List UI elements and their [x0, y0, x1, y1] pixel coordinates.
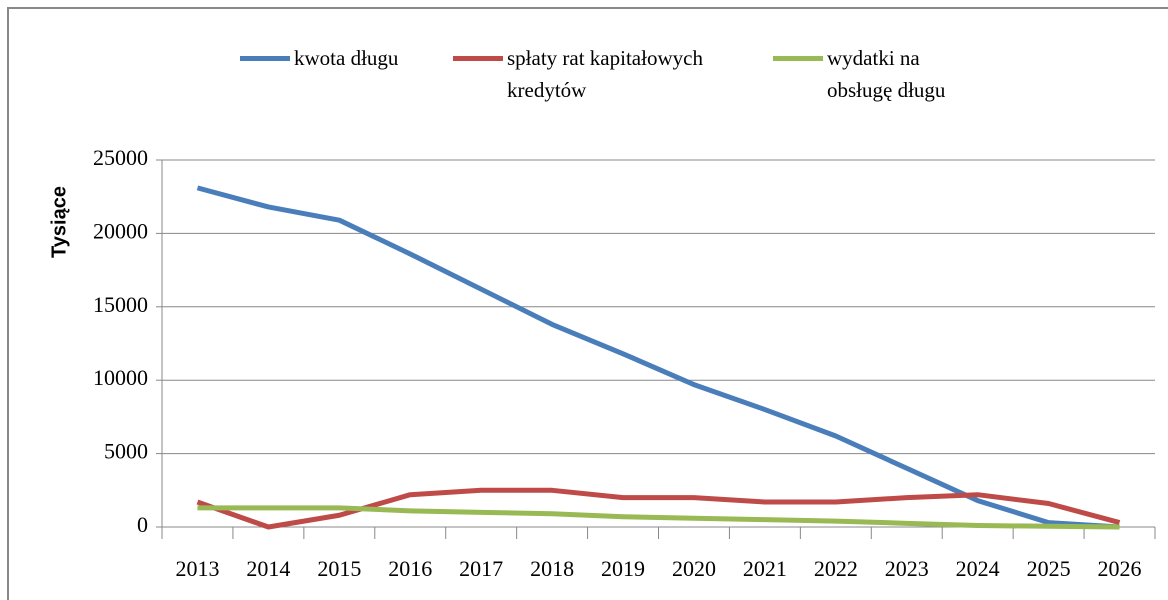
- x-tick-label: 2023: [885, 556, 929, 581]
- x-tick-label: 2013: [175, 556, 219, 581]
- y-tick-label: 15000: [93, 292, 148, 317]
- x-tick-label: 2018: [530, 556, 574, 581]
- x-tick-label: 2026: [1098, 556, 1142, 581]
- x-tick-label: 2024: [956, 556, 1000, 581]
- legend-label: kwota długu: [294, 46, 399, 70]
- legend-item: kwota długu: [240, 42, 494, 74]
- x-tick-label: 2019: [601, 556, 645, 581]
- legend-label: wydatki na obsługę długu: [827, 46, 946, 102]
- x-tick-label: 2025: [1027, 556, 1071, 581]
- legend-swatch: [453, 56, 503, 61]
- legend-item: spłaty rat kapitałowych kredytów: [453, 42, 747, 106]
- y-tick-label: 10000: [93, 365, 148, 390]
- legend-label: spłaty rat kapitałowych kredytów: [507, 46, 703, 102]
- series-line: [196, 185, 1120, 530]
- y-tick-label: 25000: [93, 145, 148, 170]
- x-tick-label: 2015: [317, 556, 361, 581]
- x-tick-label: 2020: [672, 556, 716, 581]
- legend-swatch: [240, 56, 290, 61]
- legend-swatch: [773, 56, 823, 61]
- y-tick-label: 20000: [93, 218, 148, 243]
- x-tick-label: 2021: [743, 556, 787, 581]
- series-line: [196, 487, 1121, 530]
- series-line: [197, 505, 1120, 530]
- y-axis-label: Tysiące: [48, 186, 70, 258]
- legend-item: wydatki na obsługę długu: [773, 42, 972, 106]
- frame: [7, 7, 1168, 600]
- x-tick-label: 2022: [814, 556, 858, 581]
- y-tick-label: 5000: [104, 439, 148, 464]
- x-tick-label: 2014: [246, 556, 290, 581]
- y-tick-label: 0: [137, 512, 148, 537]
- x-tick-label: 2017: [459, 556, 503, 581]
- x-tick-label: 2016: [388, 556, 432, 581]
